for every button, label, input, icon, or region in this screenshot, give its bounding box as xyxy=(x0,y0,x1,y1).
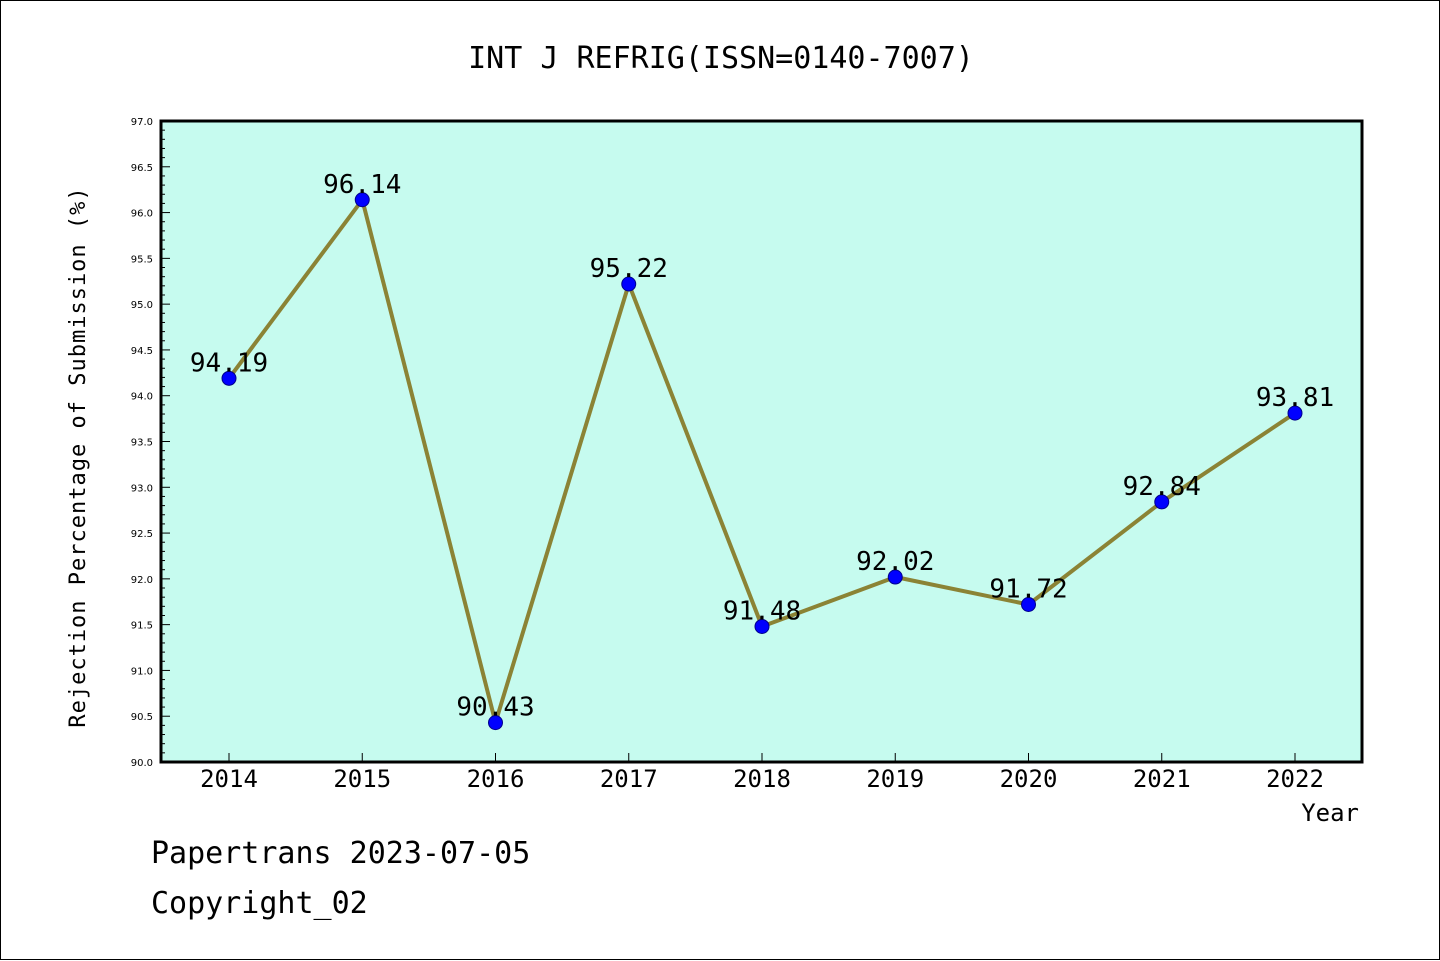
y-tick-label: 93.5 xyxy=(131,438,153,449)
data-point xyxy=(354,192,370,208)
data-label: 93.81 xyxy=(1256,383,1334,413)
y-tick-label: 96.0 xyxy=(131,209,153,220)
data-point xyxy=(621,276,637,292)
series-markers xyxy=(221,192,1303,731)
y-tick-label: 94.0 xyxy=(131,392,153,403)
chart-title: INT J REFRIG(ISSN=0140-7007) xyxy=(468,41,974,76)
y-tick-label: 91.0 xyxy=(131,666,153,677)
y-tick-label: 90.0 xyxy=(131,758,153,769)
x-tick-label: 2019 xyxy=(866,765,924,793)
data-label: 90.43 xyxy=(456,693,534,723)
x-axis: 2014 2015 2016 2017 2018 2019 2020 2021 2022 xyxy=(200,753,1324,793)
data-point xyxy=(1287,405,1303,421)
data-label: 91.48 xyxy=(723,596,801,626)
data-point xyxy=(488,715,503,731)
data-point xyxy=(221,370,237,386)
data-label: 94.19 xyxy=(190,348,268,378)
y-tick-label: 90.5 xyxy=(131,712,153,723)
x-tick-label: 2016 xyxy=(467,765,525,793)
data-point xyxy=(1021,596,1036,612)
data-labels: 94.19 96.14 90.43 95.22 91.48 92.02 91.72 92.84… xyxy=(190,170,1334,723)
plot-area xyxy=(159,119,1364,764)
y-tick-label: 92.5 xyxy=(131,529,153,540)
data-label: 91.72 xyxy=(989,574,1067,604)
x-tick-label: 2018 xyxy=(733,765,791,793)
y-tick-label: 91.5 xyxy=(131,621,153,632)
x-axis-label: Year xyxy=(1301,799,1359,827)
data-point xyxy=(754,618,770,634)
y-tick-label: 97.0 xyxy=(131,117,153,128)
y-tick-label: 95.5 xyxy=(131,254,153,265)
y-tick-label: 95.0 xyxy=(131,300,153,311)
footer-date: Papertrans 2023-07-05 xyxy=(151,836,531,871)
data-point xyxy=(1154,494,1170,510)
y-tick-label: 92.0 xyxy=(131,575,153,586)
y-axis: 90.0 90.5 91.0 91.5 92.0 92.5 93.0 93.5 94.0 94.5… xyxy=(131,117,170,769)
data-label: 95.22 xyxy=(590,254,668,284)
x-tick-label: 2017 xyxy=(600,765,658,793)
x-tick-label: 2015 xyxy=(333,765,391,793)
x-tick-label: 2022 xyxy=(1266,765,1324,793)
x-tick-label: 2021 xyxy=(1133,765,1191,793)
y-tick-label: 93.0 xyxy=(131,483,153,494)
data-label: 92.02 xyxy=(856,547,934,577)
data-label: 96.14 xyxy=(323,170,401,200)
footer-copyright: Copyright_02 xyxy=(151,886,368,921)
y-tick-label: 96.5 xyxy=(131,163,153,174)
data-point xyxy=(887,569,903,585)
data-label: 92.84 xyxy=(1123,472,1201,502)
y-axis-label: Rejection Percentage of Submission (%) xyxy=(66,186,91,727)
y-tick-label: 94.5 xyxy=(131,346,153,357)
x-tick-label: 2014 xyxy=(200,765,258,793)
x-tick-label: 2020 xyxy=(1000,765,1058,793)
